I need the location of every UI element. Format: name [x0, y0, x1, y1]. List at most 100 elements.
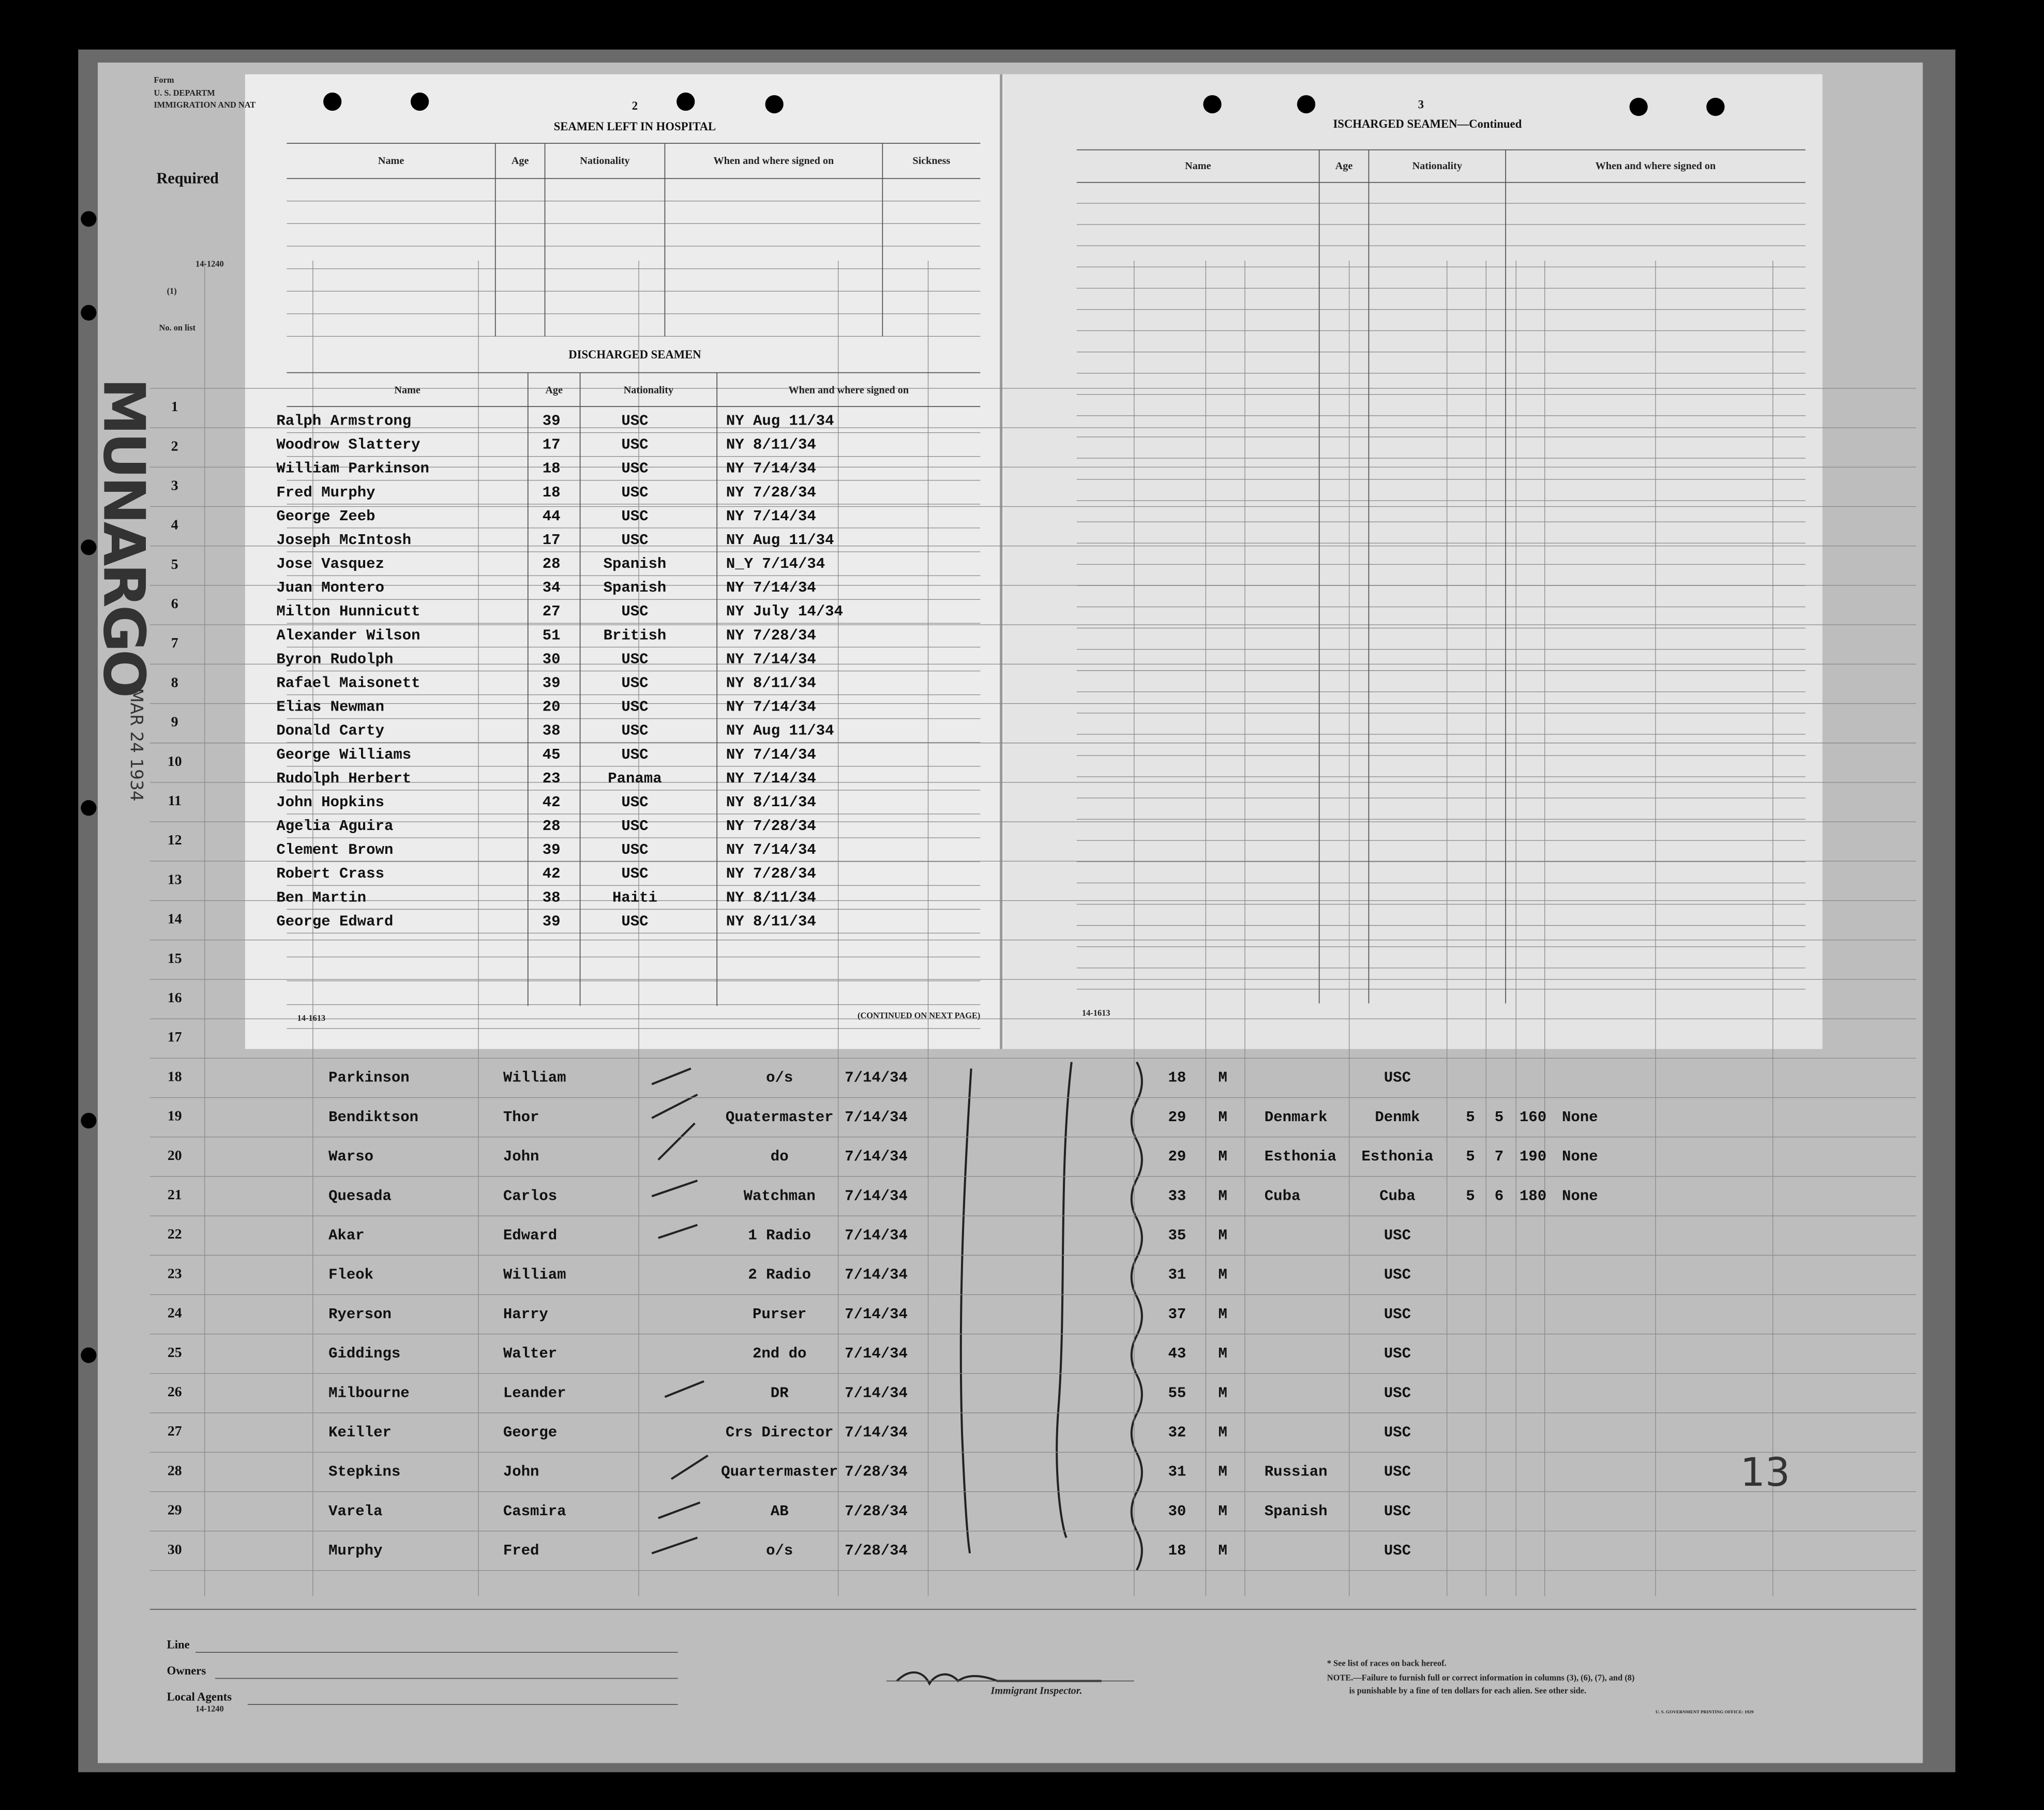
seaman-name: Woodrow Slattery — [276, 436, 420, 454]
seaman-signed-on: NY 7/14/34 — [726, 579, 816, 596]
seaman-name: Milton Hunnicutt — [276, 603, 420, 620]
seaman-name: George Zeeb — [276, 508, 375, 525]
page-number: 3 — [1418, 98, 1424, 111]
seaman-nationality: USC — [621, 722, 648, 740]
crew-signed-on: 7/28/34 — [845, 1542, 908, 1559]
crew-height-in: 7 — [1495, 1148, 1504, 1165]
crew-capacity: 1 Radio — [748, 1227, 811, 1244]
seaman-name: Fred Murphy — [276, 484, 375, 501]
crew-capacity: DR — [771, 1384, 789, 1401]
seaman-signed-on: NY 7/28/34 — [726, 865, 816, 882]
crew-signed-on: 7/28/34 — [845, 1503, 908, 1520]
crew-age: 18 — [1168, 1069, 1186, 1087]
crew-sex: M — [1218, 1227, 1227, 1244]
crew-height-in: 6 — [1495, 1187, 1504, 1204]
crew-sex: M — [1218, 1464, 1227, 1481]
crew-given-name: Thor — [503, 1109, 539, 1126]
row-number: 15 — [168, 950, 182, 966]
section-title: DISCHARGED SEAMEN — [568, 348, 701, 361]
seaman-nationality: USC — [621, 699, 648, 716]
row-number: 28 — [168, 1462, 182, 1478]
column-header: Age — [545, 385, 563, 396]
crew-race: Cuba — [1265, 1187, 1301, 1204]
seaman-signed-on: NY 7/14/34 — [726, 699, 816, 716]
crew-sex: M — [1218, 1503, 1227, 1520]
seaman-nationality: Spanish — [604, 555, 667, 572]
row-number: 21 — [168, 1186, 182, 1202]
seaman-signed-on: NY 7/14/34 — [726, 460, 816, 477]
crew-weight: 180 — [1520, 1187, 1546, 1204]
form-number: 14-1613 — [1082, 1008, 1110, 1018]
crew-surname: Parkinson — [328, 1069, 409, 1087]
seaman-name: Alexander Wilson — [276, 627, 420, 644]
column-header: When and where signed on — [714, 155, 834, 167]
seaman-nationality: USC — [621, 532, 648, 549]
seaman-age: 28 — [543, 555, 561, 572]
seaman-signed-on: NY 8/11/34 — [726, 913, 816, 930]
seaman-name: Donald Carty — [276, 722, 384, 740]
department-label: U. S. DEPARTM — [154, 88, 215, 98]
crew-surname: Warso — [328, 1148, 373, 1165]
seaman-age: 20 — [543, 699, 561, 716]
punch-hole — [81, 1347, 97, 1363]
crew-nationality: USC — [1384, 1306, 1411, 1323]
form-label: Form — [154, 75, 174, 85]
crew-given-name: Carlos — [503, 1187, 557, 1204]
inspector-label: Immigrant Inspector. — [990, 1685, 1083, 1696]
punch-hole — [81, 539, 97, 555]
handwritten-ditto-line — [1056, 1062, 1073, 1538]
crew-given-name: Edward — [503, 1227, 557, 1244]
crew-nationality: USC — [1384, 1266, 1411, 1284]
crew-signed-on: 7/14/34 — [845, 1069, 908, 1087]
seaman-age: 42 — [543, 865, 561, 882]
row-number: 6 — [171, 595, 178, 611]
crew-height-in: 5 — [1495, 1109, 1504, 1126]
crew-age: 18 — [1168, 1542, 1186, 1559]
form-number: 14-1240 — [196, 1704, 224, 1714]
crew-sex: M — [1218, 1109, 1227, 1126]
punch-hole — [81, 1112, 97, 1129]
seaman-name: Agelia Aguira — [276, 818, 393, 835]
crew-capacity: Crs Director — [726, 1424, 834, 1441]
seaman-nationality: USC — [621, 436, 648, 454]
handwritten-wavy-line — [1130, 1061, 1143, 1571]
row-number: 24 — [168, 1305, 182, 1321]
seaman-name: Elias Newman — [276, 699, 384, 716]
crew-sex: M — [1218, 1384, 1227, 1401]
crew-nationality: USC — [1384, 1424, 1411, 1441]
crew-surname: Varela — [328, 1503, 382, 1520]
handwritten-ship-name: MUNARGO — [91, 378, 157, 696]
seaman-age: 44 — [543, 508, 561, 525]
seaman-nationality: USC — [621, 794, 648, 811]
crew-height-ft: 5 — [1466, 1187, 1475, 1204]
row-number: 13 — [168, 871, 182, 887]
seaman-signed-on: NY Aug 11/34 — [726, 532, 834, 549]
crew-sex: M — [1218, 1542, 1227, 1559]
row-number: 4 — [171, 517, 178, 533]
seaman-age: 18 — [543, 460, 561, 477]
seaman-nationality: Haiti — [612, 889, 657, 906]
seaman-age: 39 — [543, 913, 561, 930]
seaman-name: Byron Rudolph — [276, 651, 393, 668]
crew-sex: M — [1218, 1424, 1227, 1441]
column-number: (1) — [167, 286, 177, 296]
column-header: Name — [378, 155, 404, 167]
crew-given-name: Leander — [503, 1384, 566, 1401]
crew-surname: Ryerson — [328, 1306, 392, 1323]
crew-sex: M — [1218, 1148, 1227, 1165]
crew-marks: None — [1562, 1148, 1598, 1165]
crew-signed-on: 7/14/34 — [845, 1148, 908, 1165]
seaman-signed-on: NY 7/28/34 — [726, 818, 816, 835]
crew-age: 37 — [1168, 1306, 1186, 1323]
crew-signed-on: 7/14/34 — [845, 1306, 908, 1323]
seaman-nationality: British — [604, 627, 667, 644]
seaman-signed-on: NY 7/14/34 — [726, 651, 816, 668]
crew-nationality: USC — [1384, 1227, 1411, 1244]
seaman-signed-on: NY Aug 11/34 — [726, 413, 834, 430]
punch-hole — [677, 92, 695, 111]
crew-weight: 160 — [1520, 1109, 1546, 1126]
seaman-age: 39 — [543, 675, 561, 692]
seaman-nationality: USC — [621, 651, 648, 668]
crew-race: Esthonia — [1265, 1148, 1336, 1165]
